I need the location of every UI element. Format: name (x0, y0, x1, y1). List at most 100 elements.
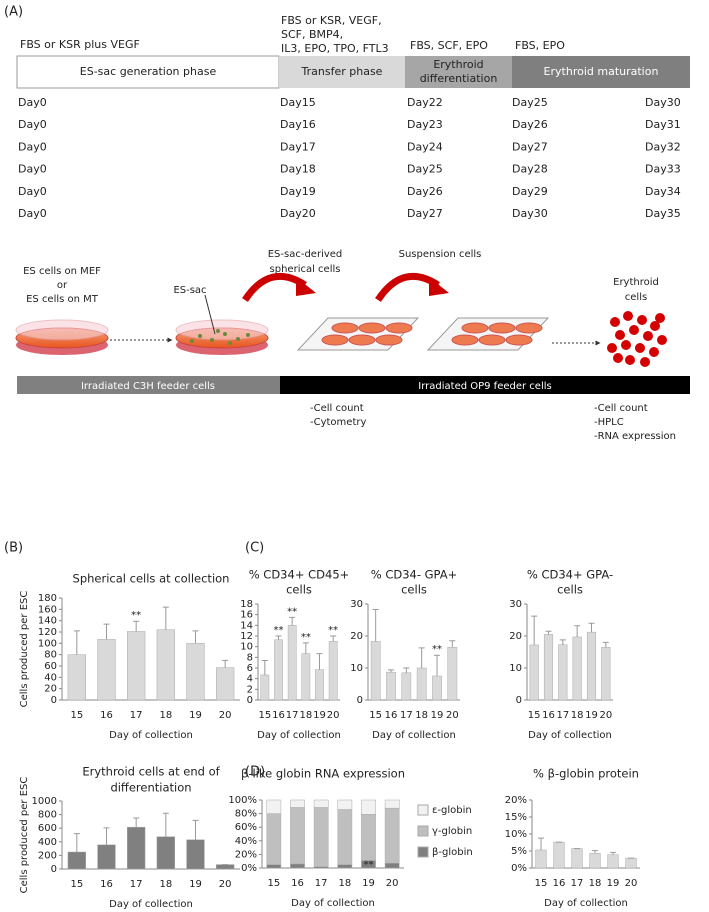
annotation: ** (328, 625, 338, 636)
day-label: Day19 (280, 185, 316, 198)
chart-title: % CD34+ CD45+ (249, 568, 350, 582)
bar (607, 854, 619, 869)
bar-segment (290, 863, 305, 869)
x-tick-label: 19 (607, 878, 620, 889)
x-tick-label: 15 (258, 710, 271, 721)
day-label: Day17 (280, 140, 316, 153)
bar (67, 654, 86, 701)
schematic-label: spherical cells (270, 264, 341, 275)
y-tick-label: 16 (240, 610, 253, 621)
x-tick-label: 20 (625, 878, 638, 889)
bar-segment (361, 814, 376, 861)
x-axis-label: Day of collection (291, 898, 375, 909)
x-axis-label: Day of collection (109, 730, 193, 741)
x-tick-label: 19 (189, 879, 202, 890)
error-bar (103, 827, 110, 845)
y-tick-label: 60 (44, 661, 57, 672)
y-tick-label: 180 (38, 593, 57, 604)
error-bar (192, 630, 199, 644)
schematic-label: ES-sac-derived (268, 249, 343, 260)
annotation: ** (432, 644, 442, 655)
day-label: Day25 (407, 163, 443, 176)
error-bar (192, 819, 199, 840)
x-tick-label: 18 (338, 878, 351, 889)
bar (558, 644, 568, 701)
day-label: Day0 (18, 163, 47, 176)
y-tick-label: 160 (38, 604, 57, 615)
y-tick-label: 14 (240, 620, 253, 631)
day-label: Day20 (280, 207, 316, 220)
y-tick-label: 20 (44, 684, 57, 695)
error-bar (449, 640, 456, 648)
x-tick-label: 15 (70, 879, 83, 890)
x-tick-label: 20 (219, 879, 232, 890)
schematic (15, 272, 690, 394)
day-label: Day31 (645, 118, 681, 131)
x-axis-label: Day of collection (528, 730, 612, 741)
bar (543, 634, 554, 701)
media-label: FBS or KSR, VEGF, (281, 14, 382, 27)
error-bar (574, 625, 581, 637)
bar (216, 864, 235, 870)
y-tick-label: 0 (51, 695, 57, 706)
day-label: Day16 (280, 118, 316, 131)
media-label: IL3, EPO, TPO, FTL3 (281, 42, 389, 55)
day-label: Day35 (645, 207, 681, 220)
bar (572, 636, 582, 701)
error-bar (592, 850, 598, 854)
x-tick-label: 16 (100, 879, 113, 890)
x-tick-label: 16 (291, 878, 304, 889)
phase-label: ES-sac generation phase (80, 65, 217, 78)
phase-label: Erythroid (433, 58, 483, 71)
y-tick-label: 10% (505, 829, 527, 840)
y-tick-label: 80% (235, 809, 257, 820)
day-label: Day29 (512, 185, 548, 198)
day-label: Day15 (280, 96, 316, 109)
error-bar (162, 812, 169, 837)
note: -Cytometry (310, 417, 366, 428)
y-tick-label: 10 (509, 663, 522, 674)
error-bar (602, 641, 609, 648)
x-tick-label: 19 (189, 710, 202, 721)
phase-box (405, 56, 512, 88)
day-label: Day26 (512, 118, 548, 131)
panel-label: (C) (245, 541, 264, 556)
bar (260, 674, 270, 701)
y-tick-label: 18 (240, 599, 253, 610)
panel-label: (A) (4, 5, 23, 20)
bar (432, 675, 442, 701)
legend-swatch (417, 825, 429, 837)
y-tick-label: 8 (247, 652, 253, 663)
y-tick-label: 20% (235, 849, 257, 860)
bar (601, 646, 611, 701)
error-bar (289, 616, 296, 626)
feeder-label: Irradiated OP9 feeder cells (418, 381, 551, 392)
note: -RNA expression (594, 431, 676, 442)
error-bar (545, 630, 552, 635)
x-tick-label: 17 (130, 879, 143, 890)
error-bar (302, 642, 309, 654)
error-bar (588, 622, 595, 633)
bar-segment (266, 864, 282, 869)
media-label: FBS, EPO (515, 39, 565, 52)
media-label: SCF, BMP4, (281, 28, 343, 41)
x-tick-label: 18 (159, 879, 172, 890)
day-label: Day27 (407, 207, 443, 220)
y-tick-label: 40 (44, 672, 57, 683)
bar (447, 646, 458, 701)
y-tick-label: 80 (44, 650, 57, 661)
bar (589, 853, 601, 869)
x-tick-label: 20 (219, 710, 232, 721)
error-bar (403, 667, 410, 673)
phase-label: differentiation (420, 72, 498, 85)
y-tick-label: 0 (516, 695, 522, 706)
chart-title: cells (557, 583, 583, 597)
bar-segment (290, 799, 305, 808)
x-tick-label: 15 (528, 710, 541, 721)
x-tick-label: 19 (313, 710, 326, 721)
y-tick-label: 100 (38, 638, 57, 649)
x-tick-label: 18 (299, 710, 312, 721)
x-tick-label: 16 (272, 710, 285, 721)
chart-title: differentiation (110, 781, 191, 795)
